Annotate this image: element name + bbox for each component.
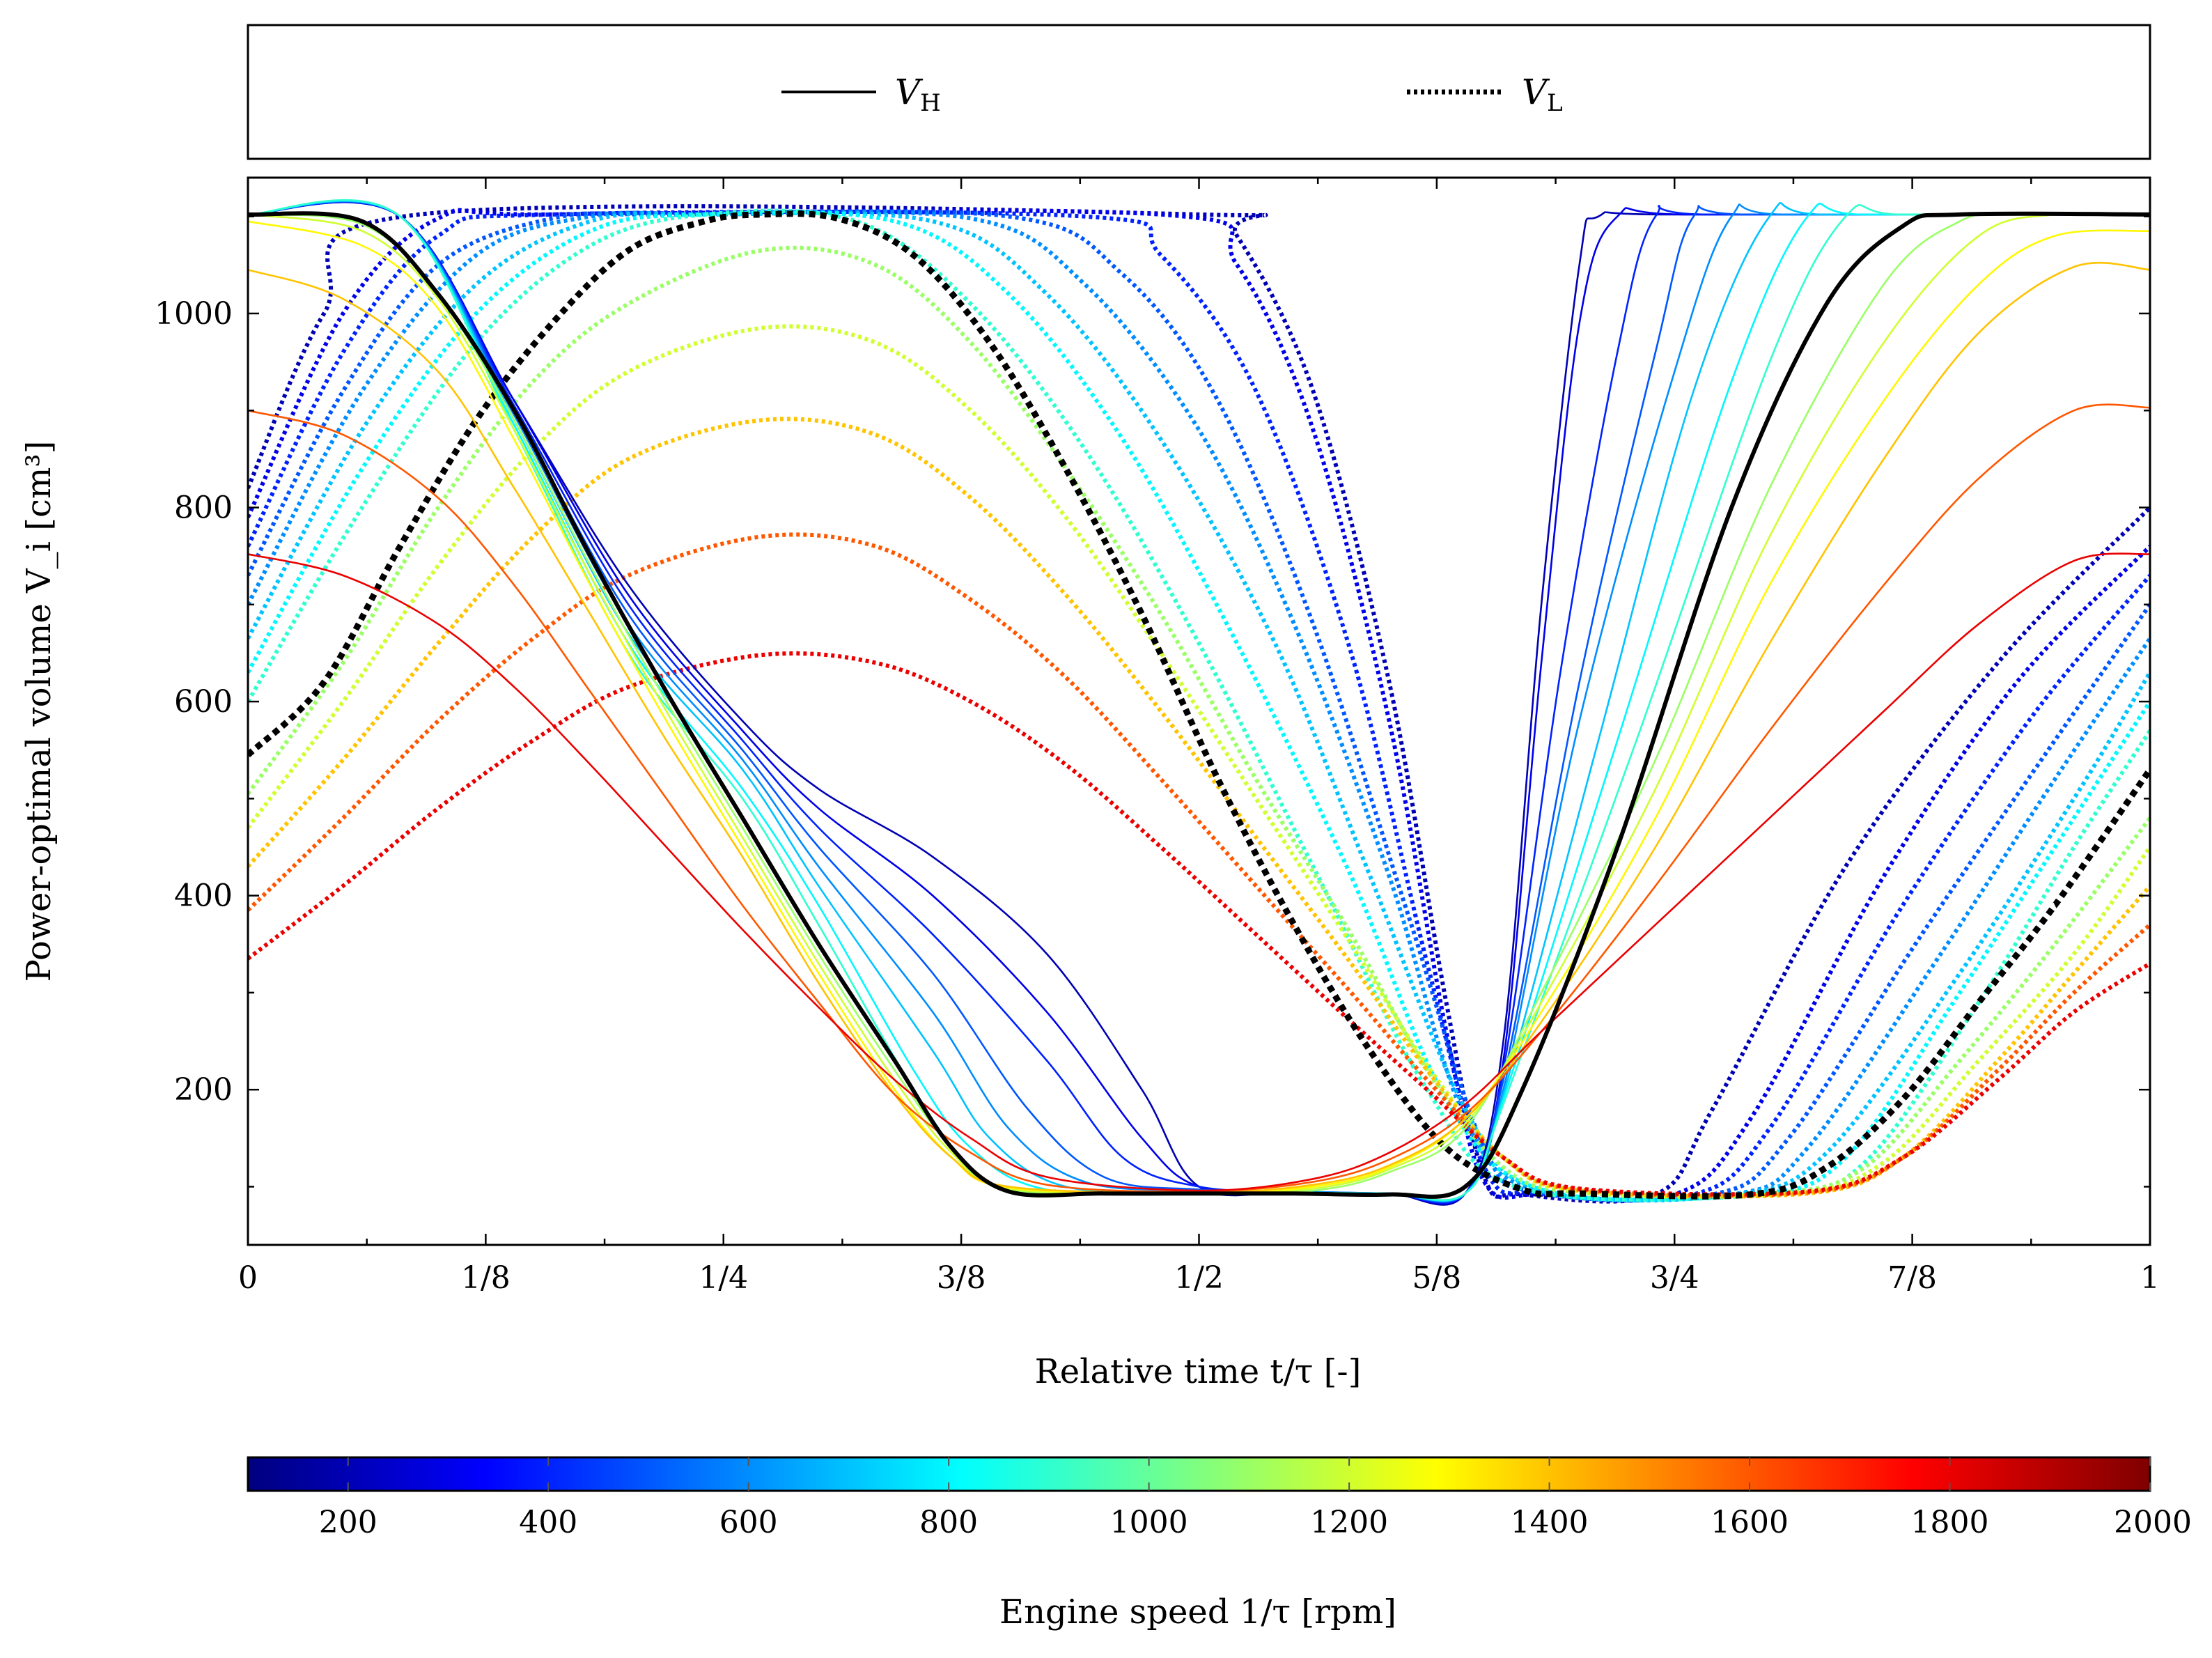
vh-curve-800rpm bbox=[248, 199, 2150, 1202]
curve-layer bbox=[248, 199, 2150, 1206]
colorbar: 200 400 600 800 1000 1200 1400 1600 1800 2000 Eng… bbox=[247, 1456, 2192, 1632]
colorbar-tick-label: 1400 bbox=[1511, 1505, 1589, 1540]
x-tick-label: 0 bbox=[238, 1260, 258, 1296]
vh-curve-1600rpm bbox=[248, 403, 2150, 1193]
vl-curve-1800rpm bbox=[248, 651, 2150, 1197]
x-tick-label: 5/8 bbox=[1412, 1260, 1461, 1296]
x-axis-title: Relative time t/τ [-] bbox=[1035, 1352, 1362, 1391]
colorbar-tick-label: 200 bbox=[319, 1505, 377, 1540]
colorbar-tick-label: 2000 bbox=[2114, 1505, 2192, 1540]
colorbar-ticks: 200 400 600 800 1000 1200 1400 1600 1800 2000 bbox=[319, 1457, 2192, 1540]
x-tick-label: 3/8 bbox=[937, 1260, 986, 1296]
legend-vl-label: VL bbox=[1522, 72, 1563, 117]
y-tick-label: 1000 bbox=[155, 296, 233, 332]
vl-curve-1600rpm bbox=[248, 532, 2150, 1198]
vh-curve-600rpm bbox=[248, 200, 2150, 1202]
vl-curve-1100rpm bbox=[248, 245, 2150, 1199]
vh-curve-900rpm bbox=[248, 199, 2150, 1202]
x-tick-label: 1/4 bbox=[699, 1260, 748, 1296]
plot-area: 0 1/8 1/4 3/8 1/2 5/8 3/4 7/8 1 200 400 600 800 1000 bbox=[155, 176, 2160, 1296]
vl-curve-1400rpm bbox=[248, 417, 2150, 1199]
vh-curve-1000rpm bbox=[248, 211, 2150, 1199]
plot-frame bbox=[247, 176, 2151, 1246]
vh-curve-1800rpm bbox=[248, 552, 2150, 1192]
vh-curve-1100rpm bbox=[248, 212, 2150, 1195]
legend: VH VL bbox=[247, 24, 2151, 160]
vh-curve-700rpm bbox=[248, 200, 2150, 1202]
x-tick-label: 1 bbox=[2140, 1260, 2160, 1296]
x-tick-label: 3/4 bbox=[1650, 1260, 1699, 1296]
x-axis: 0 1/8 1/4 3/8 1/2 5/8 3/4 7/8 1 bbox=[238, 178, 2160, 1296]
x-tick-label: 1/2 bbox=[1174, 1260, 1224, 1296]
vl-curve-900rpm bbox=[248, 208, 2150, 1202]
vh-curve-1400rpm bbox=[248, 261, 2150, 1194]
y-tick-label: 400 bbox=[174, 878, 233, 914]
vh-curve-300rpm bbox=[248, 201, 2150, 1204]
x-tick-label: 7/8 bbox=[1887, 1260, 1937, 1296]
vl-curve-400rpm bbox=[248, 209, 2150, 1202]
vl-curve-300rpm bbox=[248, 208, 2150, 1203]
legend-vh-label: VH bbox=[895, 72, 941, 117]
vh-curve-400rpm bbox=[248, 201, 2150, 1204]
vh-curve-200rpm bbox=[248, 201, 2150, 1206]
colorbar-tick-label: 600 bbox=[719, 1505, 778, 1540]
y-tick-label: 800 bbox=[174, 490, 233, 526]
legend-frame bbox=[247, 24, 2151, 160]
colorbar-tick-label: 800 bbox=[919, 1505, 978, 1540]
vl-curve-700rpm bbox=[248, 210, 2150, 1202]
vh-curve-1200rpm bbox=[248, 212, 2150, 1194]
colorbar-tick-label: 1600 bbox=[1711, 1505, 1789, 1540]
vl-curve-1000rpm bbox=[248, 210, 2150, 1200]
x-tick-label: 1/8 bbox=[461, 1260, 511, 1296]
colorbar-tick-label: 400 bbox=[519, 1505, 577, 1540]
vl-curve-200rpm bbox=[248, 204, 2150, 1204]
vl-curve-600rpm bbox=[248, 210, 2150, 1203]
vh-curve-500rpm bbox=[248, 201, 2150, 1203]
y-axis: 200 400 600 800 1000 bbox=[155, 215, 2150, 1188]
colorbar-title: Engine speed 1/τ [rpm] bbox=[999, 1593, 1396, 1632]
vl-curve-500rpm bbox=[248, 209, 2150, 1202]
colorbar-tick-label: 1000 bbox=[1110, 1505, 1188, 1540]
vl-curve-800rpm bbox=[248, 210, 2150, 1202]
y-tick-label: 600 bbox=[174, 684, 233, 720]
y-tick-label: 200 bbox=[174, 1072, 233, 1108]
y-axis-title: Power-optimal volume V_i [cm³] bbox=[20, 441, 59, 982]
colorbar-tick-label: 1200 bbox=[1310, 1505, 1388, 1540]
colorbar-gradient bbox=[247, 1456, 2151, 1492]
colorbar-tick-label: 1800 bbox=[1911, 1505, 1989, 1540]
